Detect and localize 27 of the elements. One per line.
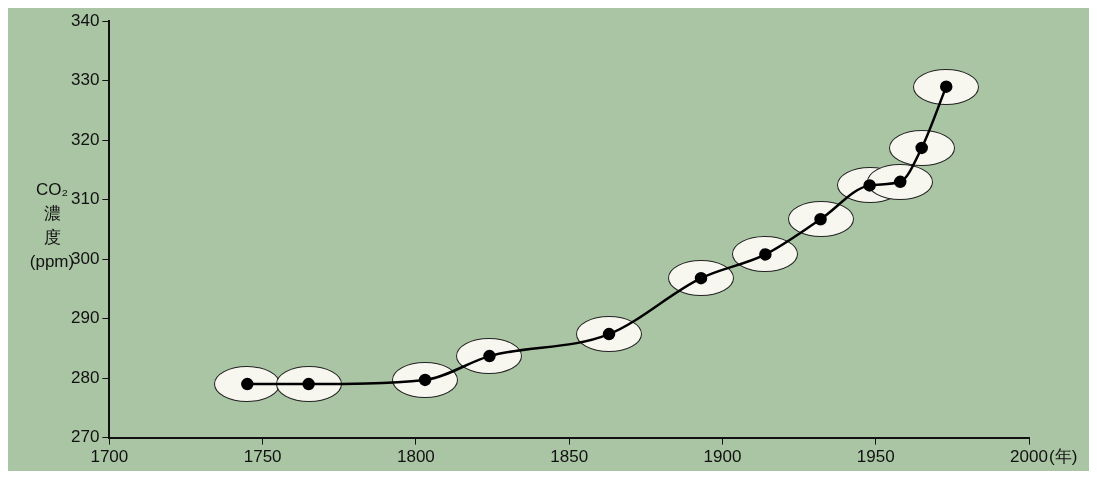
y-tick-label: 340 [70, 10, 100, 30]
x-tick-label: 1850 [550, 447, 589, 467]
y-tick-label: 280 [70, 367, 100, 387]
point [863, 179, 876, 192]
point [939, 80, 953, 93]
x-tick-label: 1800 [397, 447, 435, 467]
point [759, 248, 772, 261]
x-tick-label: 1700 [90, 447, 129, 467]
point [302, 377, 315, 391]
point [241, 377, 254, 391]
y-tick-label: 290 [70, 308, 100, 328]
point [602, 327, 616, 341]
x-tick-label: 2000 [1010, 447, 1048, 467]
point [814, 213, 827, 226]
point [694, 271, 708, 285]
y-tick-label: 270 [70, 427, 100, 447]
point [483, 349, 496, 363]
point [418, 373, 432, 387]
y-tick-label: 310 [70, 189, 100, 209]
x-axis-title: (年) [1049, 446, 1078, 466]
point [915, 141, 928, 155]
point [894, 175, 907, 189]
y-tick-label: 330 [70, 70, 100, 90]
x-tick-label: 1950 [856, 447, 895, 467]
x-tick-label: 1750 [243, 447, 282, 467]
y-tick-label: 320 [70, 129, 100, 149]
x-tick-label: 1900 [703, 447, 742, 467]
